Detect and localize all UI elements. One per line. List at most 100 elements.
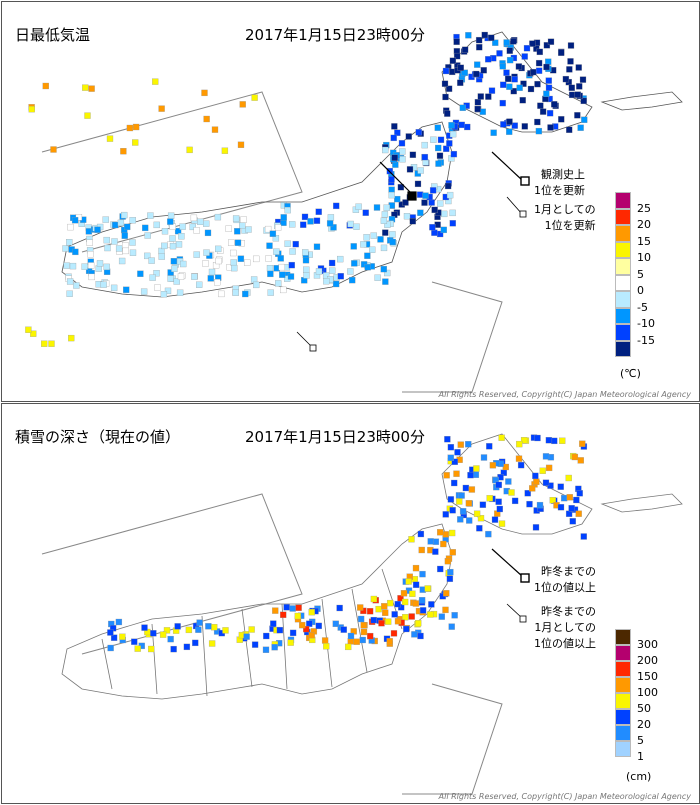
station-marker bbox=[473, 510, 481, 517]
hokkaido-coast bbox=[441, 433, 593, 535]
station-marker bbox=[66, 239, 73, 246]
station-marker bbox=[169, 235, 176, 242]
station-marker bbox=[180, 260, 187, 268]
station-marker bbox=[289, 605, 296, 612]
station-marker bbox=[551, 437, 558, 445]
station-marker bbox=[360, 628, 368, 636]
station-marker bbox=[150, 630, 157, 637]
station-marker bbox=[248, 626, 255, 633]
station-marker bbox=[66, 290, 73, 297]
station-marker bbox=[387, 599, 394, 607]
station-marker bbox=[381, 603, 388, 610]
station-marker bbox=[300, 221, 307, 228]
station-marker bbox=[350, 243, 357, 250]
legend-swatch bbox=[615, 225, 631, 242]
station-marker bbox=[333, 202, 340, 210]
station-marker bbox=[215, 257, 222, 265]
station-marker bbox=[326, 220, 334, 227]
station-marker bbox=[575, 64, 582, 71]
station-marker bbox=[177, 273, 185, 280]
station-marker bbox=[579, 440, 586, 447]
legend-label: 15 bbox=[637, 234, 651, 248]
station-marker bbox=[465, 441, 472, 448]
station-marker bbox=[359, 636, 366, 644]
observation-datetime: 2017年1月15日23時00分 bbox=[245, 26, 425, 44]
station-marker bbox=[394, 129, 401, 136]
station-marker bbox=[239, 101, 246, 108]
station-marker bbox=[347, 268, 354, 275]
station-marker bbox=[566, 494, 573, 501]
station-marker bbox=[48, 340, 55, 347]
station-marker bbox=[447, 444, 455, 451]
station-marker bbox=[289, 248, 296, 255]
station-marker bbox=[565, 474, 572, 482]
station-marker bbox=[449, 220, 456, 227]
station-marker bbox=[521, 53, 528, 60]
kuril-coast bbox=[600, 91, 683, 111]
station-marker bbox=[398, 140, 406, 147]
station-marker bbox=[441, 80, 449, 87]
station-marker bbox=[265, 255, 272, 262]
station-marker bbox=[302, 257, 310, 264]
station-marker bbox=[271, 644, 278, 651]
station-marker bbox=[419, 570, 426, 578]
station-marker bbox=[280, 286, 287, 294]
station-marker bbox=[302, 249, 309, 256]
station-marker bbox=[477, 515, 485, 522]
station-marker bbox=[438, 613, 445, 620]
station-marker bbox=[437, 529, 444, 536]
station-marker bbox=[571, 453, 579, 461]
station-marker bbox=[480, 454, 488, 461]
station-marker bbox=[486, 495, 493, 502]
panel-title: 日最低気温 bbox=[15, 26, 91, 44]
station-marker bbox=[569, 518, 576, 525]
station-marker bbox=[468, 486, 476, 493]
station-marker bbox=[394, 195, 401, 203]
legend-swatch bbox=[615, 661, 631, 677]
station-marker bbox=[547, 38, 555, 45]
station-marker bbox=[153, 270, 160, 277]
station-marker bbox=[299, 621, 306, 629]
station-marker bbox=[207, 275, 214, 282]
legend-swatch bbox=[615, 741, 631, 757]
station-marker bbox=[287, 639, 294, 646]
station-marker bbox=[382, 609, 389, 616]
station-marker bbox=[384, 221, 391, 228]
station-marker bbox=[303, 272, 310, 279]
station-marker bbox=[568, 84, 575, 91]
station-marker bbox=[174, 623, 181, 630]
station-marker bbox=[149, 274, 156, 281]
station-marker bbox=[203, 220, 210, 227]
station-marker bbox=[547, 124, 554, 131]
station-marker bbox=[234, 228, 241, 235]
station-marker bbox=[315, 208, 322, 215]
station-marker bbox=[449, 57, 457, 64]
station-marker bbox=[539, 108, 547, 115]
station-marker bbox=[537, 102, 544, 109]
station-marker bbox=[391, 123, 398, 130]
station-marker bbox=[353, 638, 360, 645]
station-marker bbox=[502, 463, 509, 471]
station-marker bbox=[262, 646, 270, 653]
station-marker bbox=[287, 273, 295, 280]
station-marker bbox=[384, 269, 391, 277]
legend-swatch bbox=[615, 324, 631, 341]
legend-label: 1 bbox=[637, 750, 644, 763]
station-marker bbox=[449, 209, 456, 217]
station-marker bbox=[178, 233, 185, 240]
min-temp-map bbox=[25, 31, 683, 393]
station-marker bbox=[392, 161, 399, 168]
station-marker bbox=[50, 146, 57, 153]
station-marker bbox=[521, 123, 528, 130]
station-marker bbox=[203, 115, 210, 123]
station-marker bbox=[444, 182, 452, 190]
station-marker bbox=[546, 110, 554, 117]
station-marker bbox=[294, 612, 301, 620]
january-leader-line bbox=[506, 196, 523, 215]
station-marker bbox=[427, 538, 434, 545]
station-marker bbox=[545, 437, 553, 444]
station-marker bbox=[535, 127, 543, 135]
min-temp-map-panel: 日最低気温 2017年1月15日23時00分 観測史上 1位を更新 1月としての… bbox=[1, 1, 700, 402]
record-note: 昨冬までの 1位の値以上 bbox=[534, 565, 596, 594]
station-marker bbox=[355, 203, 362, 210]
